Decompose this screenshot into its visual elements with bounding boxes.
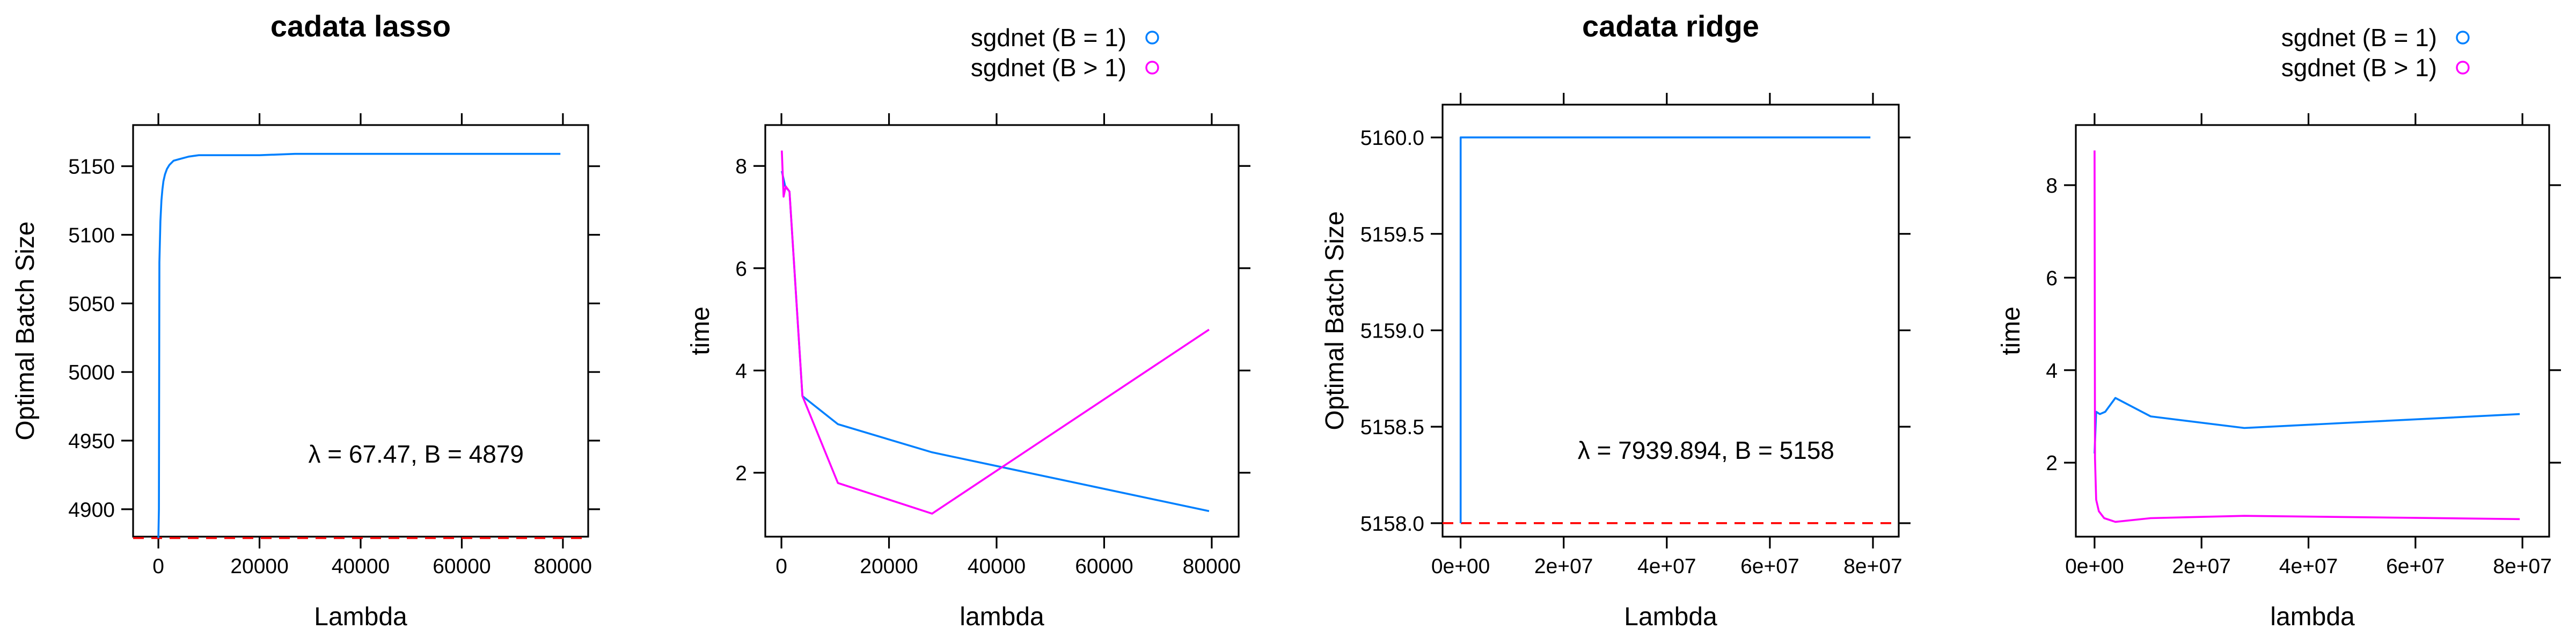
series-line-1 (2094, 397, 2520, 453)
x-tick-label: 80000 (1183, 555, 1241, 578)
y-tick-label: 5159.5 (1360, 223, 1424, 246)
legend-marker (2456, 61, 2470, 75)
y-tick-label: 5159.0 (1360, 319, 1424, 342)
x-tick-label: 8e+07 (1843, 555, 1902, 578)
x-tick-label: 2e+07 (1534, 555, 1593, 578)
y-tick-label: 6 (2046, 267, 2058, 290)
x-tick-label: 2e+07 (2172, 555, 2231, 578)
y-tick-label: 4 (2046, 360, 2058, 383)
x-tick-label: 6e+07 (2386, 555, 2445, 578)
y-axis-title: Optimal Batch Size (11, 221, 40, 440)
legend-marker (1145, 61, 1159, 75)
chart-panel-4: 0e+00 2e+07 4e+07 6e+07 8e+07 2 4 6 8 lambda time s… (1997, 24, 2561, 631)
x-axis-title: Lambda (314, 603, 407, 631)
series-line-1 (1459, 136, 1871, 523)
y-tick-label: 4900 (68, 499, 115, 522)
x-tick-label: 60000 (433, 555, 491, 578)
x-tick-label: 6e+07 (1740, 555, 1799, 578)
x-tick-label: 40000 (332, 555, 390, 578)
y-tick-label: 5000 (68, 361, 115, 384)
y-tick-label: 8 (735, 155, 747, 178)
chart-title: cadata ridge (1582, 9, 1759, 43)
legend-label: sgdnet (B > 1) (971, 54, 1126, 82)
x-tick-label: 0e+00 (2065, 555, 2124, 578)
series-line-2 (781, 150, 1210, 515)
series-line-1 (157, 152, 561, 538)
legend-marker (2456, 31, 2470, 45)
y-tick-label: 5158.0 (1360, 513, 1424, 536)
x-tick-label: 8e+07 (2493, 555, 2552, 578)
chart-panel-2: 0 20000 40000 60000 80000 2 4 6 8 lambda time sgdne… (686, 24, 1250, 631)
y-tick-label: 4950 (68, 430, 115, 453)
x-axis-title: lambda (2270, 603, 2355, 631)
chart-panel-3: 0e+00 2e+07 4e+07 6e+07 8e+07 5158.0 5158.5 515… (1321, 9, 1911, 631)
y-tick-label: 6 (735, 258, 747, 281)
y-tick-label: 5160.0 (1360, 127, 1424, 150)
y-axis-title: time (686, 306, 715, 355)
x-axis-title: lambda (960, 603, 1044, 631)
y-tick-label: 5100 (68, 224, 115, 247)
y-axis-title: Optimal Batch Size (1321, 211, 1349, 430)
legend-label: sgdnet (B = 1) (971, 24, 1126, 52)
annotation-text: λ = 7939.894, B = 5158 (1578, 436, 1834, 464)
y-tick-label: 5050 (68, 292, 115, 316)
legend-marker (1145, 31, 1159, 45)
x-tick-label: 4e+07 (2279, 555, 2338, 578)
y-tick-label: 2 (735, 462, 747, 485)
x-tick-label: 40000 (968, 555, 1026, 578)
chart-title: cadata lasso (270, 9, 451, 43)
series-line-2 (2094, 150, 2520, 523)
x-tick-label: 20000 (230, 555, 288, 578)
x-tick-label: 60000 (1075, 555, 1133, 578)
legend-label: sgdnet (B = 1) (2281, 24, 2437, 52)
y-tick-label: 5150 (68, 156, 115, 179)
chart-panel-1: 0 20000 40000 60000 80000 4900 4950 5000 5050 510… (11, 9, 600, 631)
legend-label: sgdnet (B > 1) (2281, 54, 2437, 82)
annotation-text: λ = 67.47, B = 4879 (308, 440, 524, 468)
x-tick-label: 20000 (860, 555, 918, 578)
plot-frame (1441, 104, 1900, 538)
y-tick-label: 4 (735, 360, 747, 383)
x-tick-label: 4e+07 (1637, 555, 1696, 578)
x-tick-label: 0 (775, 555, 787, 578)
x-axis-title: Lambda (1624, 603, 1717, 631)
y-axis-title: time (1997, 306, 2025, 355)
series-line-1 (781, 171, 1210, 513)
x-tick-label: 0e+00 (1431, 555, 1490, 578)
y-tick-label: 2 (2046, 452, 2058, 475)
plot-frame (132, 124, 589, 538)
plot-frame (764, 124, 1240, 538)
y-tick-label: 8 (2046, 174, 2058, 197)
x-tick-label: 80000 (534, 555, 592, 578)
plot-frame (2075, 124, 2550, 538)
x-tick-label: 0 (152, 555, 164, 578)
y-tick-label: 5158.5 (1360, 416, 1424, 439)
